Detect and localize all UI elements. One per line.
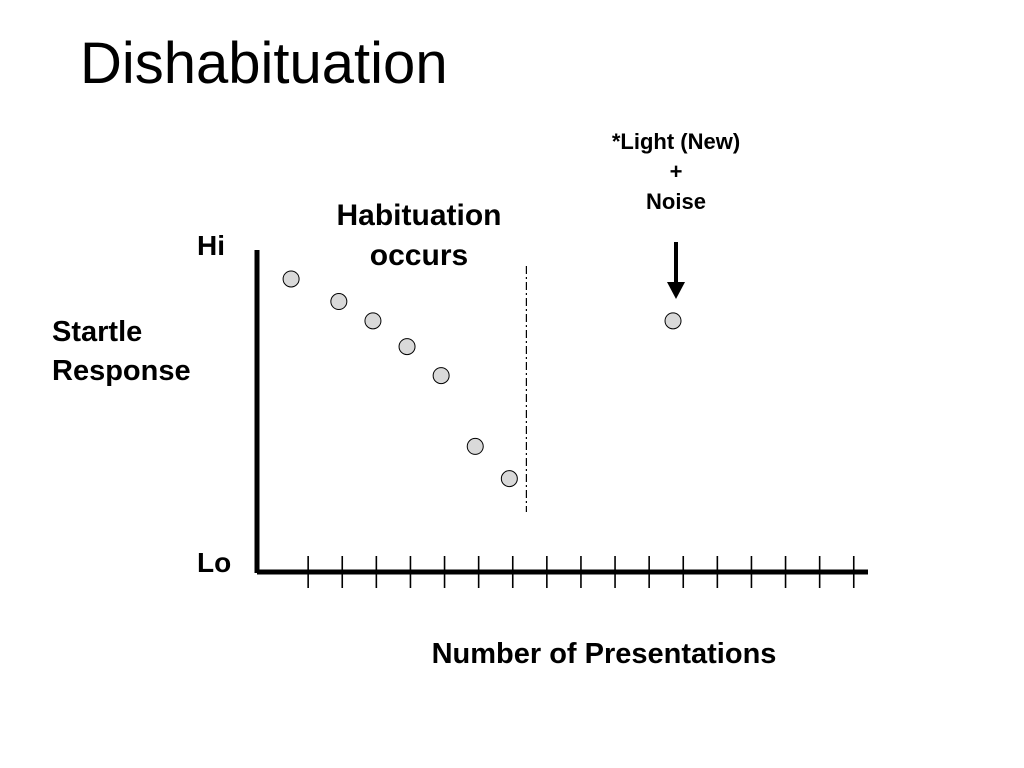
y-tick-lo: Lo [197, 547, 232, 578]
dishabituation-annotation: *Light (New) + Noise [586, 127, 766, 217]
data-point [500, 470, 518, 488]
y-axis-label-line-1: Startle [52, 316, 143, 348]
habituation-annotation-line-1: Habituation [336, 199, 502, 232]
data-point [364, 312, 382, 330]
habituation-annotation-line-2: occurs [369, 239, 469, 272]
dishabituation-annotation-line-1: *Light (New) [611, 129, 741, 154]
data-point [432, 367, 450, 385]
data-point [466, 437, 484, 455]
dishabituation-annotation-line-2: + [669, 159, 683, 184]
data-point [398, 338, 416, 356]
y-axis-label: Startle Response [52, 313, 191, 391]
y-axis-label-line-2: Response [52, 355, 191, 387]
down-arrow-icon [667, 242, 685, 299]
page-title: Dishabituation [80, 31, 448, 96]
dishabituation-annotation-line-3: Noise [646, 189, 706, 214]
data-point [330, 293, 348, 311]
habituation-annotation: Habituation occurs [316, 196, 522, 276]
data-point [282, 270, 300, 288]
data-point [664, 312, 682, 330]
y-tick-hi: Hi [197, 230, 225, 261]
x-axis-label: Number of Presentations [431, 638, 777, 670]
x-ticks [307, 556, 855, 588]
data-points [282, 270, 682, 488]
